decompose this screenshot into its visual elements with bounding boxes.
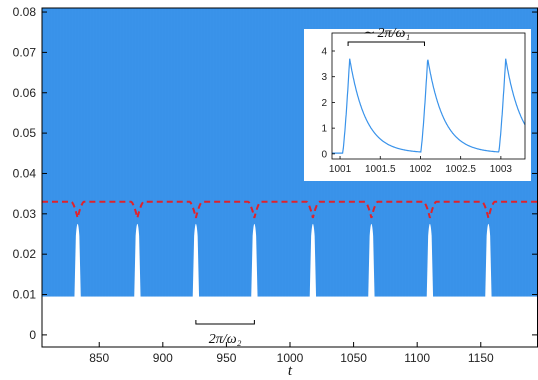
- inset-x-tick-label: 1001: [329, 164, 352, 175]
- y-tick-label: 0.04: [13, 166, 37, 180]
- inset-x-tick-label: 1002.5: [445, 164, 476, 175]
- envelope-line: [42, 200, 538, 222]
- y-tick-label: 0.03: [13, 207, 37, 221]
- period-bracket-w2: [195, 319, 255, 325]
- band-notch: [426, 223, 434, 298]
- inset-spike-line: [332, 58, 526, 154]
- y-tick-label: 0.07: [13, 45, 37, 59]
- band-notch: [485, 223, 492, 298]
- x-tick-label: 900: [153, 351, 173, 365]
- period-annotation-w2: 2π/ω₂: [195, 319, 255, 347]
- period-label-w2: 2π/ω₂: [209, 332, 242, 347]
- period-label-w1: ∼ 2π/ω₁: [362, 26, 410, 41]
- period-bracket-w1: [347, 41, 425, 46]
- band-notch: [134, 223, 141, 298]
- y-tick-label: 0.02: [13, 247, 37, 261]
- y-tick-label: 0.01: [13, 288, 37, 302]
- y-tick-label: 0.08: [13, 5, 37, 19]
- band-notch: [309, 223, 317, 298]
- band-notch: [192, 223, 200, 298]
- inset-y-tick-label: 4: [321, 47, 327, 58]
- inset-x-tick-label: 1001.5: [365, 164, 396, 175]
- x-axis-label: t: [288, 363, 293, 379]
- inset-y-tick-label: 2: [321, 98, 327, 109]
- inset-frame: [331, 32, 526, 160]
- inset-background: [304, 29, 531, 181]
- band-notch: [74, 223, 81, 298]
- inset-ticks: 1001 1001.5 1002 1002.5 1003 0 1 2 3 4: [321, 47, 512, 176]
- x-tick-label: 1050: [340, 351, 367, 365]
- period-annotation-w1: ∼ 2π/ω₁: [347, 26, 425, 46]
- band-notch: [251, 223, 258, 298]
- x-tick-label: 1000: [277, 351, 304, 365]
- x-tick-label: 950: [216, 351, 236, 365]
- band-notch: [368, 223, 375, 298]
- y-tick-label: 0.06: [13, 86, 37, 100]
- x-tick-label: 850: [89, 351, 109, 365]
- inset-y-tick-label: 3: [321, 72, 327, 83]
- inset-x-tick-label: 1003: [490, 164, 513, 175]
- inset-x-tick-label: 1002: [409, 164, 432, 175]
- y-tick-label: 0.05: [13, 126, 37, 140]
- band-notches: [74, 223, 492, 298]
- inset-plot: 1001 1001.5 1002 1002.5 1003 0 1 2 3 4 ∼ 2π/ω₁: [304, 26, 531, 181]
- y-tick-label: 0: [29, 328, 36, 342]
- x-tick-label: 1150: [468, 351, 494, 365]
- x-tick-label: 1100: [404, 351, 430, 365]
- inset-y-tick-label: 0: [321, 149, 327, 160]
- main-ticks: 850 900 950 1000 1050 1100 1150 0 0.01 0.02 0.03 0.…: [13, 5, 537, 365]
- inset-y-tick-label: 1: [321, 124, 327, 135]
